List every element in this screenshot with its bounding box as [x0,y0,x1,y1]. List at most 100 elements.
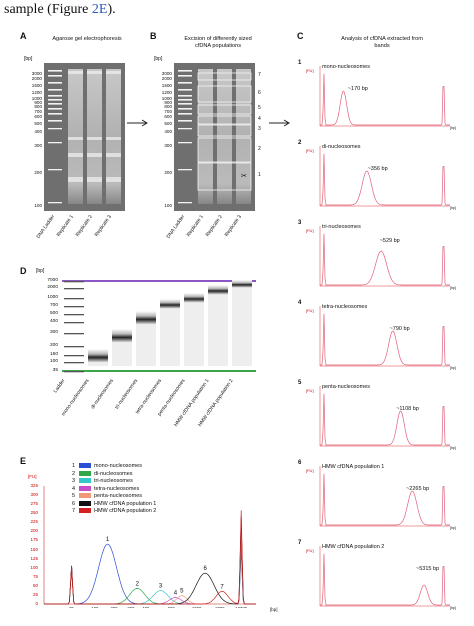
box-number: 4 [258,116,261,122]
ladder-band [178,70,192,72]
trace-line [320,393,450,446]
ladder-label: 200 [164,170,172,175]
electropherogram-trace [319,146,450,207]
panel-b-gel-bands [178,69,252,204]
ladder-band [64,362,84,364]
legend-number: 4 [72,485,76,492]
legend-label: HMW cfDNA population 2 [94,508,157,514]
panel-d-virtual-gel [62,278,256,374]
ladder-label: 300 [49,330,58,335]
ladder-band [48,120,62,122]
ladder-band [64,314,84,316]
sample-band [88,349,108,363]
ladder-band [178,75,192,77]
ladder-label: 900 [34,100,42,105]
electropherogram-4: 4 [FU] tetra-nucleosomes ~790 bp [bp] [298,296,470,374]
y-tick-label: 0 [35,601,38,606]
panel-e-legend: 1 mono-nucleosomes 2 di-nucleosomes 3 tri-nuc… [72,463,232,523]
series-peak-number: 3 [159,584,163,590]
panel-e-overlay-chart: 3510020030040060010002000103801234567 [43,486,256,608]
arrow-b-to-c [269,119,290,127]
plot-xunit: [bp] [450,126,456,130]
series-peak-number: 5 [180,589,184,595]
ladder-band [64,322,84,324]
y-tick-label: 300 [30,492,38,498]
ladder-label: 150 [49,352,58,357]
plot-xunit: [bp] [450,446,456,450]
ladder-label: 300 [164,143,172,148]
legend-swatch [79,463,91,469]
ladder-label: 1000 [31,96,42,101]
panel-d-label: D [20,266,27,276]
series-peak-number: 2 [136,581,140,587]
lane-label: Replicate 1 [55,214,75,238]
ladder-band [178,113,192,115]
panel-a-unit: [bp] [24,56,33,62]
trace-line [320,73,450,126]
box-number: 6 [258,90,261,96]
ladder-band [48,128,62,130]
ladder-label: 1200 [31,90,42,95]
lane-label: di-nucleosomes [89,378,115,411]
ladder-band [48,75,62,77]
ladder-label: 1500 [31,83,42,88]
plot-xunit: [bp] [450,606,456,610]
ladder-band [64,281,84,283]
x-tick-label: 400 [142,606,150,608]
legend-item: 2 di-nucleosomes [72,471,133,477]
plot-number: 5 [298,380,302,386]
plot-xunit: [bp] [450,286,456,290]
plot-yunit: [FU] [306,68,314,73]
legend-swatch [79,508,91,514]
ladder-band [178,108,192,110]
panel-d-unit: [bp] [36,268,45,274]
ladder-band [178,169,192,171]
panel-a-title: Agarose gel electrophoresis [52,36,122,42]
legend-item: 3 tri-nucleosomes [72,478,133,484]
panel-e-label: E [20,456,27,466]
scalpel-icon: ✂ [241,173,247,180]
electropherogram-5: 5 [FU] penta-nucleosomes ~1108 bp [bp] [298,376,470,454]
ladder-band [64,306,84,308]
ladder-label: 7000 [47,278,58,283]
lane-label: Ladder [53,378,67,395]
box-number: 3 [258,126,261,132]
legend-swatch [79,485,91,491]
ladder-label: 900 [164,100,172,105]
y-tick-label: 75 [32,573,38,579]
plot-name: tetra-nucleosomes [322,304,368,310]
ladder-label: 200 [34,170,42,175]
electropherogram-trace [319,546,450,607]
lane-label: Replicate 2 [74,214,94,238]
legend-label: penta-nucleosomes [94,493,143,499]
panel-d-ladder-labels: 7000 2000 1000 700 500 400 300 200 150 100 35 [36,276,58,376]
sample-band [208,285,228,295]
plot-peak-label: ~170 bp [347,86,368,92]
ladder-label: 2000 [31,76,42,81]
x-tick-label: 2000 [215,606,225,608]
plot-xunit: [bp] [450,206,456,210]
lane-label: Replicate 2 [204,214,224,238]
caption-text: sample (Figure [4,2,92,17]
panel-b-title: Excision of differently sized cfDNA popu… [184,36,252,49]
electropherogram-trace [319,466,450,527]
lane-smear [88,363,108,366]
panel-e-y-ticks: 325 300 275 250 225 200 175 150 125 100 75 50 25 0 [22,482,38,606]
trace-line [320,153,450,206]
ladder-band [64,346,84,348]
sample-band [232,280,252,288]
lane-label: DNA Ladder [35,214,56,240]
legend-swatch [79,500,91,506]
figure-link[interactable]: 2E [91,2,108,17]
ladder-label: 100 [164,203,172,208]
lane-smear [112,343,132,366]
ladder-band [64,355,84,357]
ladder-label: 300 [34,143,42,148]
lane-label: Replicate 3 [93,214,113,238]
legend-label: tri-nucleosomes [94,478,133,484]
plot-xunit: [bp] [450,526,456,530]
panel-a-label: A [20,31,27,41]
box-number: 1 [258,172,261,178]
lane-smear [160,309,180,366]
ladder-band [48,103,62,105]
